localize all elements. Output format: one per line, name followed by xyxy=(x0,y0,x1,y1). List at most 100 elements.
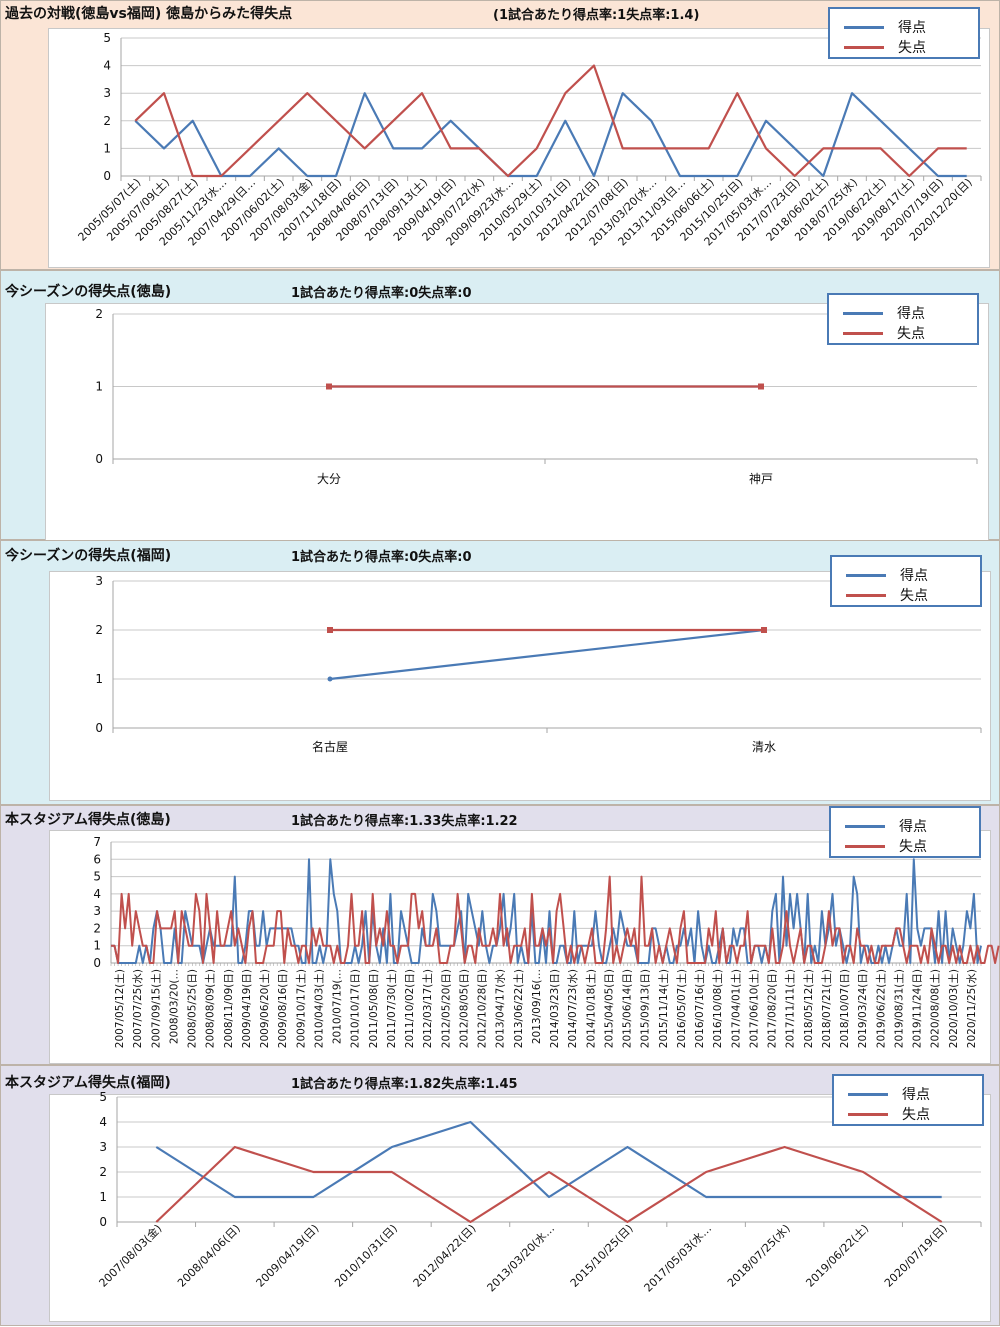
x-tick-label: 2017/11/11(土) xyxy=(784,969,797,1048)
x-tick-label: 2010/10/31(日) xyxy=(332,1222,400,1290)
y-tick-label: 5 xyxy=(103,31,111,45)
legend-swatch-score xyxy=(845,825,885,828)
section-season-fukuoka: 今シーズンの得失点(福岡) 1試合あたり得点率:0失点率:0 0 1 2 3 名古屋 清水… xyxy=(0,540,1000,805)
chart-area xyxy=(49,571,991,801)
y-tick-label: 0 xyxy=(95,452,103,466)
legend-swatch-score xyxy=(843,312,883,315)
x-tick-label: 2009/08/16(日) xyxy=(277,969,289,1048)
legend: 得点 失点 xyxy=(827,293,979,345)
x-tick-label: 2017/05/03(水… xyxy=(642,1222,715,1295)
y-tick-label: 3 xyxy=(103,86,111,100)
x-tick-label: 2019/11/24(日) xyxy=(912,969,924,1048)
x-tick-label: 2012/08/05(日) xyxy=(458,969,470,1048)
y-tick-label: 2 xyxy=(99,1165,107,1179)
legend-label-concede: 失点 xyxy=(899,839,927,855)
data-point-concede xyxy=(326,383,332,390)
legend-label-concede: 失点 xyxy=(898,40,926,56)
series-score-line xyxy=(111,858,982,964)
x-tick-label: 2009/04/19(日) xyxy=(241,969,253,1048)
legend-label-concede: 失点 xyxy=(900,588,928,604)
legend-label-score: 得点 xyxy=(899,819,927,835)
y-tick-label: 4 xyxy=(93,887,101,901)
x-tick-label: 2007/09/15(土) xyxy=(149,969,162,1048)
x-tick-label: 2015/10/25(日) xyxy=(568,1222,636,1290)
section-title: 過去の対戦(徳島vs福岡) 徳島からみた得失点 xyxy=(5,6,293,22)
series-concede-line xyxy=(155,1145,943,1224)
x-tick-label: 2019/03/24(日) xyxy=(857,969,869,1048)
x-tick-label: 2020/08/08(土) xyxy=(929,969,942,1048)
x-tick-label: 大分 xyxy=(317,472,341,486)
x-tick-label: 2013/09/16(… xyxy=(531,969,543,1044)
x-tick-label: 2010/10/17(日) xyxy=(350,969,362,1048)
y-tick-label: 4 xyxy=(103,59,111,73)
x-tick-label: 2019/06/22(土) xyxy=(803,1222,871,1290)
x-tick-label: 2015/09/13(日) xyxy=(640,969,652,1048)
y-tick-label: 3 xyxy=(93,904,101,918)
history-chart: 0123452005/05/07(土)2005/07/09(土)2005/08/… xyxy=(76,31,982,249)
x-tick-label: 2011/07/30(土) xyxy=(385,969,398,1048)
y-tick-label: 2 xyxy=(103,114,111,128)
x-tick-label: 2016/05/07(土) xyxy=(675,969,688,1048)
x-tick-label: 2018/10/07(日) xyxy=(839,969,851,1048)
x-tick-label: 2008/08/09(土) xyxy=(204,969,217,1048)
stadium-fukuoka-chart: 0 1 2 3 4 5 2007/08/03(金) 2008/04/06(日) 2009/04/… xyxy=(96,1090,982,1295)
x-tick-label: 2010/04/03(土) xyxy=(312,969,325,1048)
section-stadium-fukuoka: 本スタジアム得失点(福岡) 1試合あたり得点率:1.82失点率:1.45 0 1 2… xyxy=(0,1065,1000,1326)
x-tick-label: 2012/10/28(日) xyxy=(477,969,489,1048)
x-tick-label: 2017/04/01(土) xyxy=(729,969,742,1048)
rate-text: 1試合あたり得点率:1.82失点率:1.45 xyxy=(291,1077,518,1092)
y-tick-label: 6 xyxy=(93,852,101,866)
data-point-score xyxy=(327,676,333,682)
legend-label-score: 得点 xyxy=(900,568,928,584)
data-point-concede xyxy=(758,383,764,390)
legend-label-score: 得点 xyxy=(902,1087,930,1103)
x-tick-label: 2017/08/20(日) xyxy=(767,969,779,1048)
x-tick-label: 2008/11/09(日) xyxy=(223,969,235,1048)
y-tick-label: 2 xyxy=(93,921,101,935)
series-concede-line xyxy=(134,64,967,178)
rate-text: (1試合あたり得点率:1失点率:1.4) xyxy=(493,8,700,23)
y-tick-label: 1 xyxy=(95,380,103,394)
section-title: 今シーズンの得失点(福岡) xyxy=(5,548,172,564)
y-tick-label: 1 xyxy=(103,141,111,155)
x-tick-label: 2012/03/17(土) xyxy=(421,969,434,1048)
legend-swatch-concede xyxy=(844,46,884,49)
x-tick-label: 2007/07/25(水) xyxy=(132,969,144,1048)
legend-swatch-score xyxy=(844,26,884,29)
x-tick-label: 2009/06/20(土) xyxy=(258,969,271,1048)
y-tick-label: 1 xyxy=(93,939,101,953)
x-tick-label: 2020/11/25(水) xyxy=(966,969,978,1048)
x-tick-label: 2018/05/12(土) xyxy=(802,969,815,1048)
y-tick-label: 2 xyxy=(95,307,103,321)
y-tick-label: 3 xyxy=(99,1140,107,1154)
x-tick-label: 2008/03/20(… xyxy=(168,969,180,1044)
x-tick-label: 2020/07/19(日) xyxy=(882,1222,950,1290)
legend: 得点 失点 xyxy=(832,1074,984,1126)
y-tick-label: 0 xyxy=(95,721,103,735)
x-tick-label: 2012/05/20(日) xyxy=(440,969,452,1048)
legend-swatch-concede xyxy=(845,845,885,848)
x-tick-label: 2018/07/21(土) xyxy=(820,969,833,1048)
season-tokushima-chart: 0 1 2 大分 神戸 xyxy=(95,307,978,486)
y-tick-label: 1 xyxy=(99,1190,107,1204)
legend-label-concede: 失点 xyxy=(897,326,925,342)
x-tick-label: 2014/03/23(日) xyxy=(549,969,561,1048)
x-tick-label: 2011/05/08(日) xyxy=(368,969,380,1048)
section-stadium-tokushima: 本スタジアム得失点(徳島) 1試合あたり得点率:1.33失点率:1.22 0 1 2… xyxy=(0,805,1000,1065)
x-tick-label: 2013/06/22(土) xyxy=(512,969,525,1048)
legend-swatch-concede xyxy=(848,1113,888,1116)
legend-swatch-score xyxy=(846,574,886,577)
x-tick-label: 2012/04/22(日) xyxy=(411,1222,479,1290)
y-tick-label: 7 xyxy=(93,835,101,849)
x-tick-label: 2007/05/12(土) xyxy=(113,969,126,1048)
x-tick-label: 2013/03/20(水… xyxy=(484,1222,557,1295)
x-tick-label: 2016/10/08(土) xyxy=(711,969,724,1048)
section-history: 過去の対戦(徳島vs福岡) 徳島からみた得失点 (1試合あたり得点率:1失点率:… xyxy=(0,0,1000,270)
x-tick-label: 2016/07/16(土) xyxy=(693,969,706,1048)
x-tick-label: 2015/04/05(日) xyxy=(603,969,615,1048)
series-score-line xyxy=(134,92,967,178)
y-tick-label: 0 xyxy=(103,169,111,183)
x-tick-label: 2014/07/23(水) xyxy=(567,969,579,1048)
data-point-concede xyxy=(761,627,767,633)
section-title: 今シーズンの得失点(徳島) xyxy=(5,284,172,300)
